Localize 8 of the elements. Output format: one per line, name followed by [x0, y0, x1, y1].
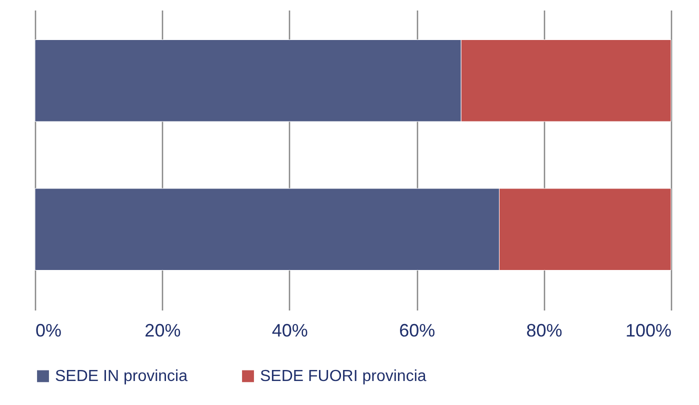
x-tick-label: 0% — [36, 320, 62, 340]
x-tick-label: 20% — [144, 320, 181, 340]
x-tick-label: 40% — [272, 320, 308, 340]
x-tick-label: 80% — [526, 320, 562, 340]
x-tick-label: 60% — [399, 320, 436, 340]
x-tick-label: 100% — [625, 320, 672, 340]
legend-label: SEDE FUORI provincia — [260, 368, 426, 386]
legend-label: SEDE IN provincia — [55, 368, 188, 386]
